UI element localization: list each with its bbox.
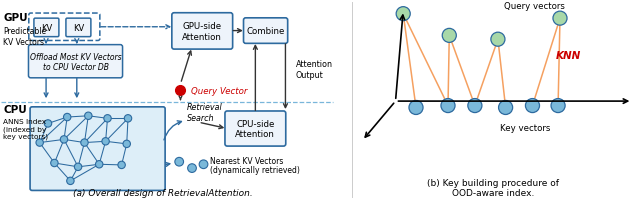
FancyBboxPatch shape bbox=[66, 19, 91, 37]
Circle shape bbox=[499, 101, 513, 115]
Circle shape bbox=[441, 99, 455, 113]
Circle shape bbox=[491, 33, 505, 47]
Circle shape bbox=[81, 139, 88, 147]
Text: GPU-side
Attention: GPU-side Attention bbox=[182, 22, 222, 41]
Circle shape bbox=[67, 177, 74, 185]
Text: (a) Overall design of RetrievalAttention.: (a) Overall design of RetrievalAttention… bbox=[74, 189, 253, 197]
Text: Key vectors: Key vectors bbox=[500, 124, 550, 133]
Text: KNN: KNN bbox=[556, 50, 581, 60]
Text: KV: KV bbox=[73, 24, 84, 33]
FancyBboxPatch shape bbox=[225, 111, 285, 146]
Circle shape bbox=[188, 164, 196, 173]
Text: CPU-side
Attention: CPU-side Attention bbox=[236, 119, 275, 139]
FancyBboxPatch shape bbox=[30, 107, 165, 190]
Circle shape bbox=[442, 29, 456, 43]
Circle shape bbox=[60, 136, 68, 143]
Circle shape bbox=[84, 113, 92, 120]
Text: Query vectors: Query vectors bbox=[504, 2, 565, 11]
FancyBboxPatch shape bbox=[243, 19, 287, 44]
Circle shape bbox=[199, 160, 208, 169]
Circle shape bbox=[396, 8, 410, 22]
Circle shape bbox=[118, 161, 125, 169]
Text: KV: KV bbox=[41, 24, 52, 33]
Circle shape bbox=[44, 120, 52, 127]
Circle shape bbox=[36, 139, 44, 147]
Circle shape bbox=[175, 158, 184, 166]
Text: Retrieval
Search: Retrieval Search bbox=[187, 103, 223, 122]
FancyBboxPatch shape bbox=[34, 19, 59, 37]
FancyBboxPatch shape bbox=[28, 45, 123, 78]
Text: Query Vector: Query Vector bbox=[191, 86, 247, 95]
Text: Nearest KV Vectors: Nearest KV Vectors bbox=[210, 156, 284, 165]
Text: Predictable
KV Vectors: Predictable KV Vectors bbox=[3, 27, 46, 47]
Text: (b) Key building procedure of
OOD-aware index.: (b) Key building procedure of OOD-aware … bbox=[427, 178, 559, 197]
Circle shape bbox=[553, 12, 567, 26]
FancyBboxPatch shape bbox=[172, 14, 233, 50]
Circle shape bbox=[63, 114, 71, 121]
Circle shape bbox=[74, 163, 82, 171]
Circle shape bbox=[51, 159, 58, 167]
Circle shape bbox=[104, 115, 111, 122]
Circle shape bbox=[123, 140, 131, 148]
Text: Combine: Combine bbox=[246, 27, 285, 36]
Text: (dynamically retrieved): (dynamically retrieved) bbox=[210, 165, 300, 174]
Circle shape bbox=[551, 99, 565, 113]
Circle shape bbox=[124, 115, 132, 122]
Circle shape bbox=[525, 99, 540, 113]
Text: CPU: CPU bbox=[3, 105, 27, 115]
Text: GPU: GPU bbox=[3, 13, 28, 23]
Circle shape bbox=[409, 101, 423, 115]
Text: Offload Most KV Vectors
to CPU Vector DB: Offload Most KV Vectors to CPU Vector DB bbox=[29, 52, 122, 72]
Text: ANNS Index
(indexed by
key vectors): ANNS Index (indexed by key vectors) bbox=[3, 119, 49, 140]
Text: Attention
Output: Attention Output bbox=[296, 60, 333, 79]
Circle shape bbox=[95, 161, 103, 168]
Circle shape bbox=[102, 138, 109, 145]
Circle shape bbox=[468, 99, 482, 113]
